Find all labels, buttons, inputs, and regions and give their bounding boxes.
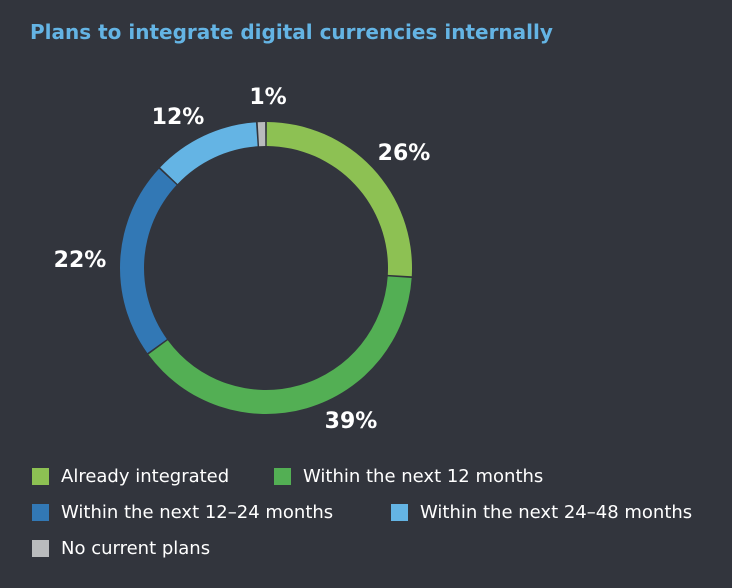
slice-within-the-next-12-months — [148, 276, 412, 415]
legend-item-within-24-48-months: Within the next 24–48 months — [391, 502, 692, 523]
data-label-no-current-plans: 1% — [249, 85, 286, 110]
legend-swatch — [32, 504, 49, 521]
legend-swatch — [391, 504, 408, 521]
donut-chart: 26% 39% 22% 12% 1% — [54, 85, 431, 434]
slice-within-the-next-24-48-months — [160, 122, 258, 184]
legend-swatch — [274, 468, 291, 485]
legend-item-within-12-months: Within the next 12 months — [274, 466, 543, 487]
legend-item-within-12-24-months: Within the next 12–24 months — [32, 502, 333, 523]
chart-title: Plans to integrate digital currencies in… — [30, 20, 553, 44]
donut-labels: 26% 39% 22% 12% 1% — [54, 85, 431, 434]
slice-already-integrated — [266, 122, 413, 277]
legend-label: No current plans — [61, 538, 211, 559]
legend-item-already-integrated: Already integrated — [32, 466, 229, 487]
data-label-within-the-next-24-48-months: 12% — [152, 105, 205, 130]
legend-label: Already integrated — [61, 466, 230, 487]
legend-swatch — [32, 468, 49, 485]
data-label-within-the-next-12-months: 39% — [325, 409, 378, 434]
data-label-within-the-next-12-24-months: 22% — [54, 248, 107, 273]
slice-within-the-next-12-24-months — [120, 168, 177, 354]
legend-label: Within the next 24–48 months — [420, 502, 693, 523]
data-label-already-integrated: 26% — [378, 141, 431, 166]
legend-label: Within the next 12–24 months — [61, 502, 334, 523]
legend-label: Within the next 12 months — [303, 466, 544, 487]
legend-swatch — [32, 540, 49, 557]
slice-no-current-plans — [257, 122, 266, 147]
legend-item-no-current-plans: No current plans — [32, 538, 210, 559]
donut-slices — [120, 122, 413, 415]
